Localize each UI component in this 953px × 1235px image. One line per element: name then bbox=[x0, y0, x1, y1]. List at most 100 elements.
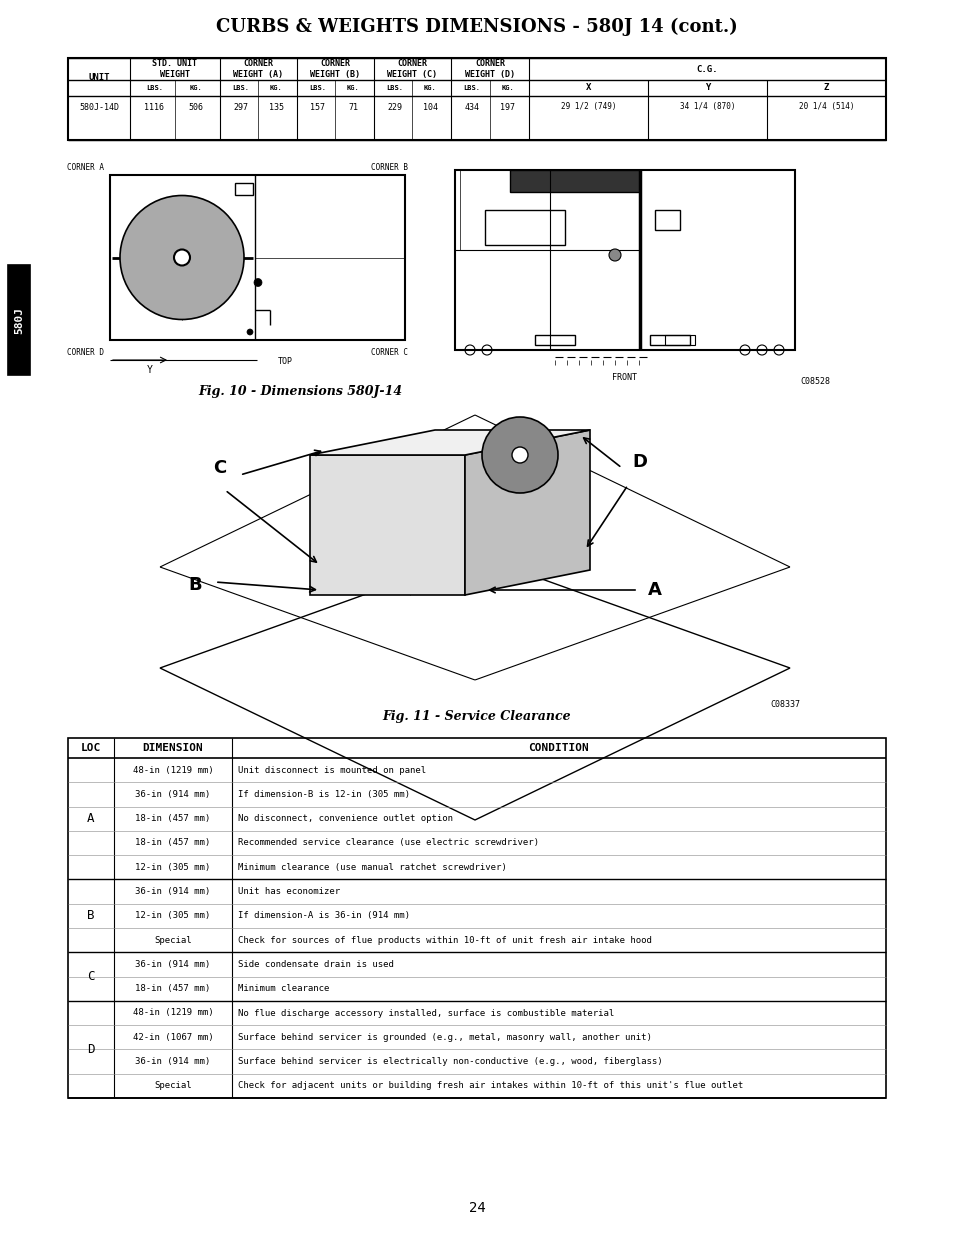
Text: C.G.: C.G. bbox=[696, 64, 718, 74]
Text: 434: 434 bbox=[464, 103, 479, 111]
Text: 20 1/4 (514): 20 1/4 (514) bbox=[798, 103, 853, 111]
Text: Fig. 10 - Dimensions 580J-14: Fig. 10 - Dimensions 580J-14 bbox=[197, 385, 401, 398]
Text: KG.: KG. bbox=[501, 85, 514, 91]
Text: 104: 104 bbox=[422, 103, 437, 111]
Text: Minimum clearance (use manual ratchet screwdriver): Minimum clearance (use manual ratchet sc… bbox=[237, 863, 506, 872]
Text: CORNER D: CORNER D bbox=[67, 348, 104, 357]
Text: C08528: C08528 bbox=[800, 377, 829, 387]
Polygon shape bbox=[310, 430, 589, 454]
Bar bbox=[479, 480, 519, 525]
Text: Side condensate drain is used: Side condensate drain is used bbox=[237, 960, 394, 969]
Circle shape bbox=[120, 195, 244, 320]
Text: DIMENSION: DIMENSION bbox=[143, 743, 203, 753]
Text: Y: Y bbox=[147, 366, 152, 375]
Circle shape bbox=[608, 249, 620, 261]
Text: 18-in (457 mm): 18-in (457 mm) bbox=[135, 839, 211, 847]
Text: No disconnect, convenience outlet option: No disconnect, convenience outlet option bbox=[237, 814, 453, 824]
Text: KG.: KG. bbox=[189, 85, 202, 91]
Text: 506: 506 bbox=[188, 103, 203, 111]
Text: Special: Special bbox=[154, 936, 192, 945]
Text: CORNER
WEIGHT (A): CORNER WEIGHT (A) bbox=[233, 59, 283, 79]
Text: Fig. 11 - Service Clearance: Fig. 11 - Service Clearance bbox=[382, 710, 571, 722]
Text: FRONT: FRONT bbox=[612, 373, 637, 382]
Text: Unit disconnect is mounted on panel: Unit disconnect is mounted on panel bbox=[237, 766, 426, 774]
Text: Unit has economizer: Unit has economizer bbox=[237, 887, 340, 897]
Text: Special: Special bbox=[154, 1082, 192, 1091]
Text: If dimension-B is 12-in (305 mm): If dimension-B is 12-in (305 mm) bbox=[237, 790, 410, 799]
Text: 36-in (914 mm): 36-in (914 mm) bbox=[135, 960, 211, 969]
Text: 36-in (914 mm): 36-in (914 mm) bbox=[135, 790, 211, 799]
Text: CORNER B: CORNER B bbox=[371, 163, 408, 172]
Text: Recommended service clearance (use electric screwdriver): Recommended service clearance (use elect… bbox=[237, 839, 538, 847]
Circle shape bbox=[253, 279, 262, 287]
Text: B: B bbox=[188, 576, 202, 594]
Text: Z: Z bbox=[823, 84, 828, 93]
Text: 197: 197 bbox=[500, 103, 515, 111]
Circle shape bbox=[512, 447, 527, 463]
Text: TOP: TOP bbox=[277, 357, 293, 366]
Text: 48-in (1219 mm): 48-in (1219 mm) bbox=[132, 1009, 213, 1018]
Polygon shape bbox=[310, 454, 464, 595]
Text: 36-in (914 mm): 36-in (914 mm) bbox=[135, 1057, 211, 1066]
Text: CURBS & WEIGHTS DIMENSIONS - 580J 14 (cont.): CURBS & WEIGHTS DIMENSIONS - 580J 14 (co… bbox=[216, 19, 737, 36]
Text: A: A bbox=[647, 580, 661, 599]
Text: 71: 71 bbox=[348, 103, 357, 111]
Bar bbox=[234, 183, 253, 195]
Text: D: D bbox=[632, 453, 647, 471]
Text: 12-in (305 mm): 12-in (305 mm) bbox=[135, 911, 211, 920]
Text: 135: 135 bbox=[269, 103, 283, 111]
Text: KG.: KG. bbox=[423, 85, 436, 91]
Text: 48-in (1219 mm): 48-in (1219 mm) bbox=[132, 766, 213, 774]
Text: Y: Y bbox=[704, 84, 709, 93]
Text: LBS.: LBS. bbox=[232, 85, 249, 91]
Text: No flue discharge accessory installed, surface is combustible material: No flue discharge accessory installed, s… bbox=[237, 1009, 614, 1018]
Text: 580J-14D: 580J-14D bbox=[79, 103, 119, 111]
Bar bbox=[655, 210, 679, 230]
Text: CORNER
WEIGHT (B): CORNER WEIGHT (B) bbox=[310, 59, 360, 79]
Text: Check for adjacent units or building fresh air intakes within 10-ft of this unit: Check for adjacent units or building fre… bbox=[237, 1082, 742, 1091]
Text: D: D bbox=[87, 1042, 94, 1056]
Text: Check for sources of flue products within 10-ft of unit fresh air intake hood: Check for sources of flue products withi… bbox=[237, 936, 651, 945]
Text: LOC: LOC bbox=[81, 743, 101, 753]
Text: C: C bbox=[87, 969, 94, 983]
Bar bbox=[484, 210, 564, 245]
Text: 24: 24 bbox=[468, 1200, 485, 1215]
Circle shape bbox=[173, 249, 190, 266]
Text: 18-in (457 mm): 18-in (457 mm) bbox=[135, 814, 211, 824]
Bar bbox=[488, 495, 507, 510]
Text: CORNER C: CORNER C bbox=[371, 348, 408, 357]
Text: CORNER A: CORNER A bbox=[67, 163, 104, 172]
Text: Surface behind servicer is electrically non-conductive (e.g., wood, fiberglass): Surface behind servicer is electrically … bbox=[237, 1057, 662, 1066]
Text: 229: 229 bbox=[387, 103, 402, 111]
Bar bbox=[68, 739, 885, 1098]
Bar bbox=[535, 335, 575, 345]
Text: If dimension-A is 36-in (914 mm): If dimension-A is 36-in (914 mm) bbox=[237, 911, 410, 920]
Text: Surface behind servicer is grounded (e.g., metal, masonry wall, another unit): Surface behind servicer is grounded (e.g… bbox=[237, 1032, 651, 1042]
Text: CORNER
WEIGHT (C): CORNER WEIGHT (C) bbox=[387, 59, 437, 79]
Text: 580J: 580J bbox=[14, 306, 24, 333]
Text: 42-in (1067 mm): 42-in (1067 mm) bbox=[132, 1032, 213, 1042]
Bar bbox=[649, 335, 689, 345]
Text: A: A bbox=[87, 813, 94, 825]
Bar bbox=[664, 335, 695, 345]
Text: 18-in (457 mm): 18-in (457 mm) bbox=[135, 984, 211, 993]
Text: STD. UNIT
WEIGHT: STD. UNIT WEIGHT bbox=[152, 59, 197, 79]
Text: CORNER
WEIGHT (D): CORNER WEIGHT (D) bbox=[464, 59, 515, 79]
Text: 29 1/2 (749): 29 1/2 (749) bbox=[560, 103, 616, 111]
Text: LBS.: LBS. bbox=[463, 85, 480, 91]
Bar bbox=[455, 170, 794, 350]
Text: KG.: KG. bbox=[270, 85, 282, 91]
Text: CONDITION: CONDITION bbox=[528, 743, 589, 753]
Text: 36-in (914 mm): 36-in (914 mm) bbox=[135, 887, 211, 897]
Bar bbox=[510, 170, 639, 191]
Polygon shape bbox=[464, 430, 589, 595]
Text: LBS.: LBS. bbox=[309, 85, 326, 91]
Bar bbox=[8, 266, 30, 375]
Text: 12-in (305 mm): 12-in (305 mm) bbox=[135, 863, 211, 872]
Text: Minimum clearance: Minimum clearance bbox=[237, 984, 329, 993]
Text: X: X bbox=[585, 84, 591, 93]
Bar bbox=[110, 175, 405, 340]
Text: UNIT: UNIT bbox=[89, 73, 110, 82]
Text: 1116: 1116 bbox=[144, 103, 164, 111]
Text: C: C bbox=[213, 459, 227, 477]
